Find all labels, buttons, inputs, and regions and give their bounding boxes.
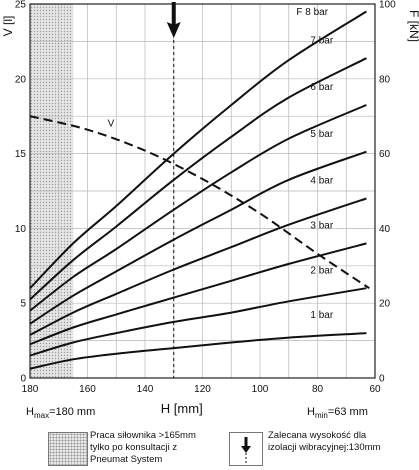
x-tick-label: 140: [137, 384, 154, 395]
y-left-tick-label: 25: [15, 0, 27, 11]
force-curve-label: 5 bar: [310, 129, 333, 140]
legend-hatch-line: Pneumat System: [90, 454, 163, 465]
y-left-tick-label: 20: [15, 74, 27, 85]
y-left-tick-label: 15: [15, 149, 27, 160]
legend-hatch-text: Praca siłownika >165mm tylko po konsulta…: [90, 430, 220, 466]
x-tick-label: 120: [194, 384, 211, 395]
force-curve-label: F 8 bar: [296, 7, 328, 18]
y-right-tick-label: 40: [379, 224, 391, 235]
legend-arrow-swatch: [229, 432, 263, 466]
legend-hatch-line: Praca siłownika >165mm: [90, 430, 196, 441]
plot-border: [29, 3, 376, 379]
x-tick-label: 180: [22, 384, 39, 395]
force-curve: [29, 242, 367, 346]
plot-frame: [29, 3, 376, 379]
force-curve: [29, 10, 367, 289]
x-tick-label: 60: [369, 384, 381, 395]
force-curve-label: 2 bar: [310, 265, 333, 276]
y-left-tick-label: 5: [20, 299, 26, 310]
y-right-tick-label: 0: [379, 374, 385, 385]
curve-labels: 1 bar 2 bar 3 bar 4 bar 5 bar 6 bar 7 bar F 8 b…: [296, 7, 333, 321]
x-axis-label: H [mm]: [161, 401, 203, 416]
x-tick-label: 100: [252, 384, 269, 395]
force-curve: [29, 57, 367, 301]
force-curve-label: 4 bar: [310, 176, 333, 187]
y-right-tick-label: 100: [379, 0, 396, 11]
force-curve-label: 3 bar: [310, 220, 333, 231]
y-left-tick-label: 0: [20, 374, 26, 385]
y-right-tick-label: 20: [379, 299, 391, 310]
legend-arrow-line: Zalecana wysokość dla: [268, 430, 367, 441]
h-max-label: Hmax=180 mm: [26, 406, 95, 420]
force-curve: [29, 287, 367, 357]
volume-curve: [29, 115, 370, 290]
down-arrow-icon: [241, 437, 251, 463]
force-curve-label: 1 bar: [310, 310, 333, 321]
legend-arrow-text: Zalecana wysokość dla izolacji wibracyjn…: [268, 430, 418, 454]
y-left-tick-label: 10: [15, 224, 27, 235]
h-max-sub: max: [34, 411, 49, 420]
force-curve: [29, 104, 367, 312]
h-min-sub: min: [315, 411, 328, 420]
legend-hatch-line: tylko po konsultacji z: [90, 442, 178, 453]
y-right-tick-label: 80: [379, 74, 391, 85]
h-min-prefix: H: [307, 406, 315, 418]
volume-curve-label: V: [108, 119, 115, 130]
force-curve-label: 7 bar: [310, 35, 333, 46]
h-max-text: =180 mm: [49, 406, 95, 418]
tick-labels: 180 160 140 120 100 80 60051015202502040608010…: [15, 0, 396, 395]
force-curve-label: 6 bar: [310, 82, 333, 93]
recommended-height-arrow: [166, 2, 181, 38]
y-right-label: F [kN]: [407, 10, 419, 42]
legend-hatch-swatch: [48, 432, 88, 466]
force-curve: [29, 150, 367, 325]
force-curve: [29, 332, 367, 370]
y-left-label: V [l]: [1, 16, 15, 37]
x-tick-label: 80: [312, 384, 324, 395]
y-right-tick-label: 60: [379, 149, 391, 160]
legend-arrow-line: izolacji wibracyjnej:130mm: [268, 442, 381, 453]
h-min-text: =63 mm: [328, 406, 368, 418]
h-min-label: Hmin=63 mm: [307, 406, 368, 420]
x-tick-label: 160: [79, 384, 96, 395]
h-max-prefix: H: [26, 406, 34, 418]
